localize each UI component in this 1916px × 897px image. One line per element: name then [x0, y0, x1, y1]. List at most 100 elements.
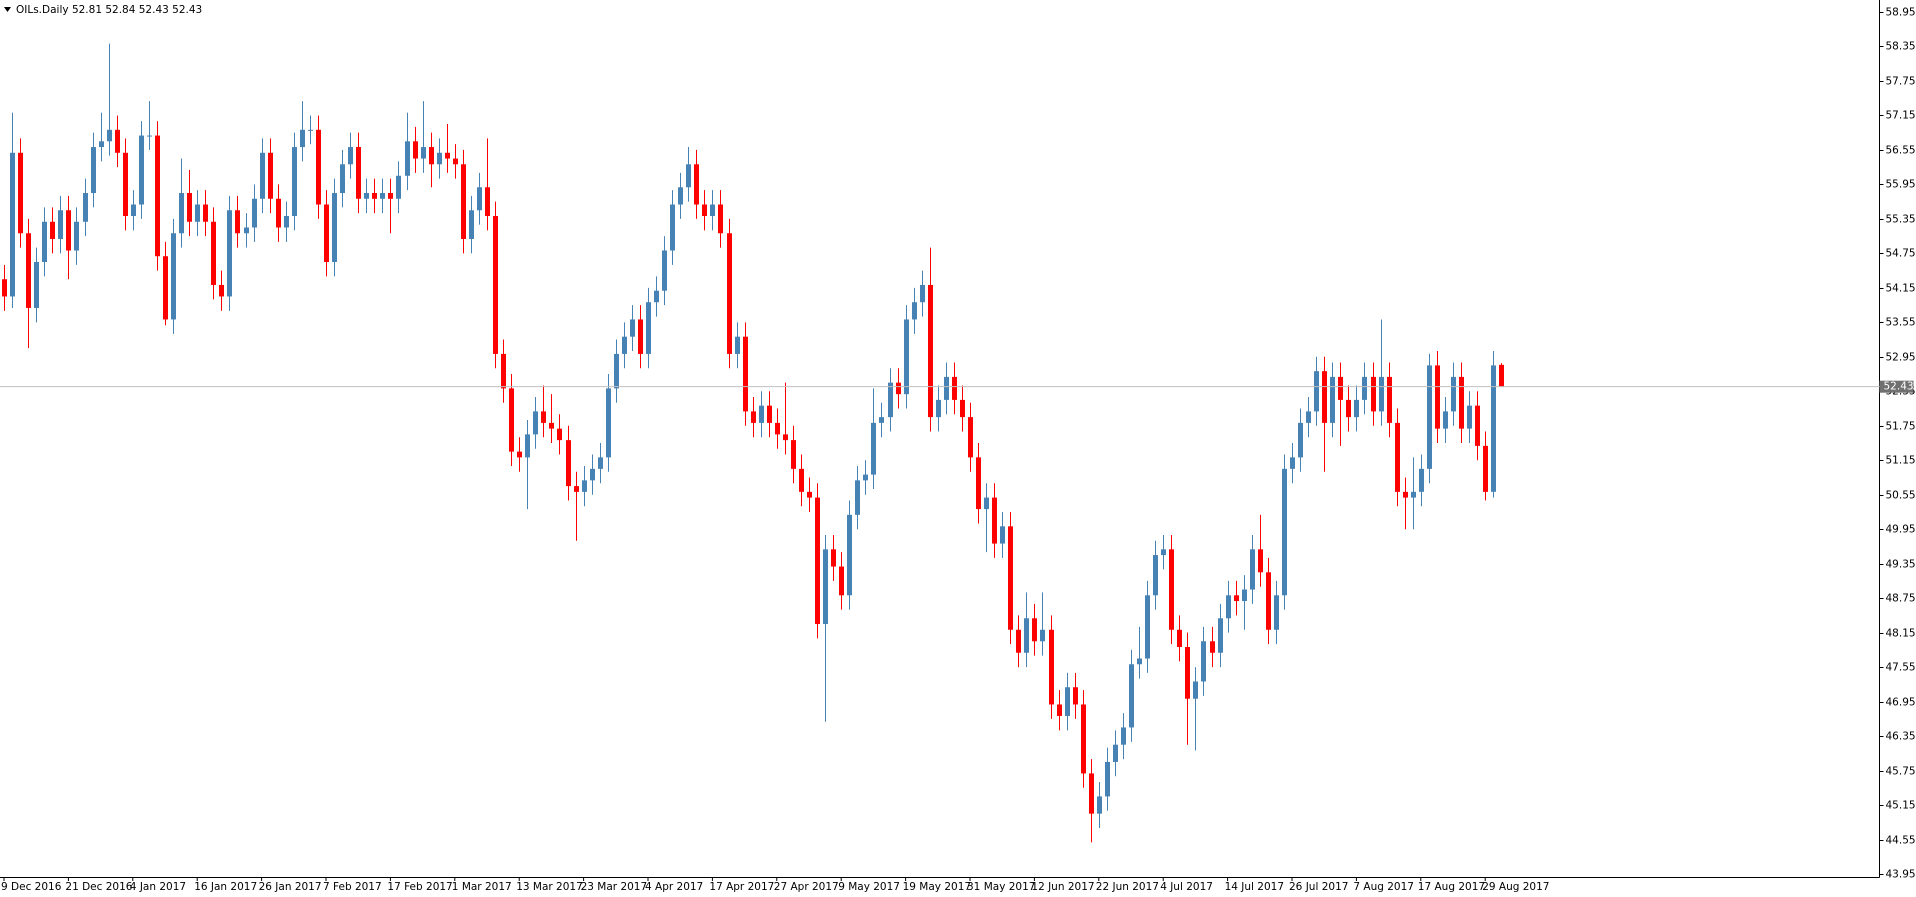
candle-body	[1065, 687, 1070, 716]
candle-body	[268, 152, 273, 199]
candle-body	[107, 129, 112, 142]
candle-body	[549, 422, 554, 429]
candle-body	[1121, 727, 1126, 745]
candle-body	[1008, 526, 1013, 630]
candle-body	[702, 204, 707, 217]
y-tick-label: 51.15	[1886, 455, 1916, 467]
symbol-menu-icon[interactable]	[4, 7, 11, 12]
candle-body	[1435, 365, 1440, 429]
candle-body	[783, 434, 788, 441]
candle-body	[453, 158, 458, 165]
candle-body	[1073, 687, 1078, 705]
candle-body	[171, 233, 176, 320]
candle-body	[912, 302, 917, 320]
last-low: 52.43	[139, 4, 169, 16]
candle-body	[984, 497, 989, 510]
candle-body	[1169, 549, 1174, 630]
y-tick-label: 44.55	[1886, 835, 1916, 847]
candle-body	[1129, 664, 1134, 728]
candle-body	[276, 198, 281, 228]
candle-body	[855, 480, 860, 515]
candle-body	[1354, 399, 1359, 418]
candle-body	[1242, 589, 1247, 602]
candle-body	[437, 152, 442, 165]
candle-body	[405, 141, 410, 176]
y-tick-label: 48.75	[1886, 593, 1916, 605]
candle-body	[727, 233, 732, 354]
candle-body	[235, 210, 240, 234]
candle-body	[1387, 376, 1392, 423]
x-tick-label: 19 May 2017	[903, 881, 971, 893]
candle-body	[1016, 629, 1021, 653]
candle-body	[42, 221, 47, 262]
y-tick-label: 54.75	[1886, 248, 1916, 260]
candle-body	[1338, 376, 1343, 400]
candle-body	[509, 388, 514, 452]
candle-body	[219, 284, 224, 297]
candle-body	[920, 284, 925, 303]
chart-header: OILs.Daily 52.81 52.84 52.43 52.43	[16, 4, 202, 16]
candle-body	[1330, 376, 1335, 423]
last-price-box	[1879, 380, 1914, 393]
x-tick-label: 4 Jul 2017	[1160, 881, 1213, 893]
candle-body	[469, 210, 474, 239]
candle-body	[767, 405, 772, 423]
candle-body	[50, 221, 55, 239]
candle-body	[324, 204, 329, 262]
candle-body	[1258, 549, 1263, 573]
candle-body	[340, 164, 345, 194]
candle-body	[678, 187, 683, 205]
y-tick-label: 58.95	[1886, 7, 1916, 19]
candle-body	[1040, 629, 1045, 642]
x-tick-label: 17 Apr 2017	[709, 881, 774, 893]
candle-body	[960, 399, 965, 418]
candle-body	[1089, 773, 1094, 814]
candle-body	[316, 129, 321, 205]
candle-body	[1459, 376, 1464, 429]
x-tick-label: 14 Jul 2017	[1225, 881, 1284, 893]
candle-body	[260, 152, 265, 199]
candle-body	[421, 147, 426, 159]
y-tick-label: 50.55	[1886, 490, 1916, 502]
candle-body	[1290, 457, 1295, 469]
candle-body	[1274, 595, 1279, 630]
candle-body	[372, 193, 377, 199]
candle-body	[976, 457, 981, 510]
y-tick-label: 49.35	[1886, 559, 1916, 571]
candle-body	[1049, 629, 1054, 705]
candle-body	[10, 152, 15, 297]
candle-body	[99, 141, 104, 148]
y-tick-label: 49.95	[1886, 524, 1916, 536]
candle-body	[1443, 411, 1448, 429]
candle-body	[871, 422, 876, 475]
candle-body	[1483, 445, 1488, 492]
candle-body	[686, 164, 691, 188]
candle-body	[445, 152, 450, 159]
y-tick-label: 46.95	[1886, 697, 1916, 709]
candle-body	[879, 417, 884, 423]
candle-body	[83, 193, 88, 222]
candle-body	[348, 147, 353, 165]
candle-body	[598, 457, 603, 469]
y-tick-label: 58.35	[1886, 41, 1916, 53]
candle-body	[1467, 405, 1472, 429]
candle-body	[244, 227, 249, 234]
candle-body	[952, 376, 957, 400]
candle-body	[1314, 371, 1319, 412]
x-tick-label: 4 Apr 2017	[645, 881, 703, 893]
candle-body	[396, 175, 401, 199]
y-tick-label: 53.55	[1886, 317, 1916, 329]
x-tick-label: 26 Jan 2017	[259, 881, 322, 893]
candle-body	[1185, 647, 1190, 699]
candle-body	[91, 147, 96, 194]
x-tick-label: 26 Jul 2017	[1289, 881, 1348, 893]
candle-body	[1499, 364, 1504, 387]
candle-body	[831, 549, 836, 567]
candle-body	[1266, 572, 1271, 630]
candle-body	[227, 210, 232, 297]
candle-body	[759, 405, 764, 423]
candle-body	[557, 428, 562, 441]
x-tick-label: 27 Apr 2017	[774, 881, 839, 893]
candle-body	[292, 147, 297, 217]
